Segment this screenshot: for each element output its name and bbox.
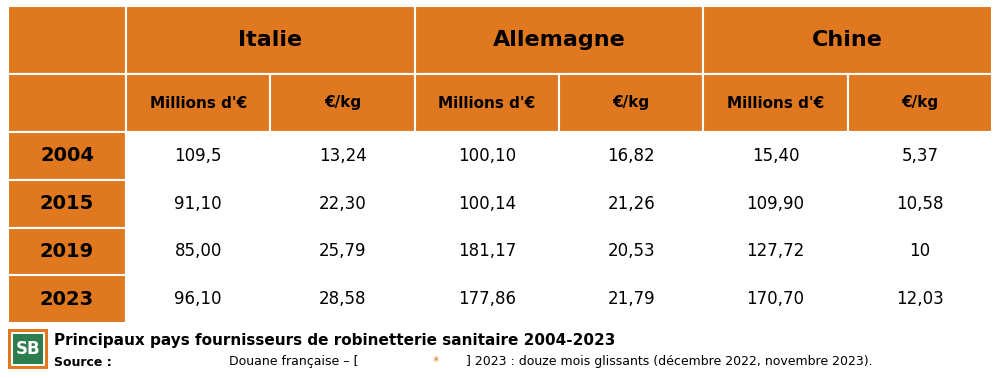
Text: Millions d'€: Millions d'€ xyxy=(727,96,824,110)
Bar xyxy=(8,74,126,132)
Bar xyxy=(559,74,703,132)
Bar xyxy=(559,180,703,228)
Bar xyxy=(270,275,415,323)
Text: *: * xyxy=(433,355,439,369)
Text: 13,24: 13,24 xyxy=(319,147,366,165)
Bar xyxy=(703,180,848,228)
Text: 96,10: 96,10 xyxy=(174,290,222,308)
Text: 2023: 2023 xyxy=(40,290,94,308)
Bar xyxy=(703,6,992,74)
Bar xyxy=(8,228,126,275)
Bar xyxy=(8,180,126,228)
Bar xyxy=(8,132,126,180)
Text: 100,10: 100,10 xyxy=(458,147,516,165)
Text: 10: 10 xyxy=(909,242,930,260)
Text: Millions d'€: Millions d'€ xyxy=(438,96,535,110)
Text: Source :: Source : xyxy=(54,355,112,369)
Text: Allemagne: Allemagne xyxy=(493,30,625,50)
Text: 16,82: 16,82 xyxy=(607,147,655,165)
Bar xyxy=(559,132,703,180)
Text: Principaux pays fournisseurs de robinetterie sanitaire 2004-2023: Principaux pays fournisseurs de robinett… xyxy=(54,333,615,347)
Bar xyxy=(8,329,48,369)
Bar xyxy=(8,6,126,74)
Text: 20,53: 20,53 xyxy=(607,242,655,260)
Text: 12,03: 12,03 xyxy=(896,290,944,308)
Bar xyxy=(126,180,270,228)
Text: 2019: 2019 xyxy=(40,242,94,261)
Bar xyxy=(559,228,703,275)
Text: 2004: 2004 xyxy=(40,146,94,166)
Bar xyxy=(415,74,559,132)
Bar xyxy=(703,275,848,323)
Text: 28,58: 28,58 xyxy=(319,290,366,308)
Bar xyxy=(703,74,848,132)
Bar xyxy=(8,275,126,323)
Text: 5,37: 5,37 xyxy=(901,147,938,165)
Text: 2015: 2015 xyxy=(40,194,94,213)
Bar xyxy=(848,74,992,132)
Bar xyxy=(415,180,559,228)
Bar xyxy=(126,6,415,74)
Bar xyxy=(270,180,415,228)
Text: 109,90: 109,90 xyxy=(746,195,804,212)
Bar xyxy=(415,228,559,275)
Bar xyxy=(848,228,992,275)
Bar xyxy=(703,228,848,275)
Text: 25,79: 25,79 xyxy=(319,242,366,260)
Text: 85,00: 85,00 xyxy=(174,242,222,260)
Text: Italie: Italie xyxy=(238,30,302,50)
Text: 91,10: 91,10 xyxy=(174,195,222,212)
Bar xyxy=(848,180,992,228)
Text: 109,5: 109,5 xyxy=(174,147,222,165)
Text: 177,86: 177,86 xyxy=(458,290,516,308)
Bar xyxy=(126,275,270,323)
Text: €/kg: €/kg xyxy=(901,96,938,110)
Bar xyxy=(415,132,559,180)
Text: Millions d'€: Millions d'€ xyxy=(150,96,247,110)
Bar xyxy=(126,228,270,275)
Text: Douane française – [: Douane française – [ xyxy=(225,355,358,369)
Text: Chine: Chine xyxy=(812,30,883,50)
Bar xyxy=(848,132,992,180)
Text: 10,58: 10,58 xyxy=(896,195,944,212)
Text: 21,79: 21,79 xyxy=(607,290,655,308)
Bar xyxy=(126,74,270,132)
Bar xyxy=(848,275,992,323)
Text: 127,72: 127,72 xyxy=(746,242,805,260)
Text: SB: SB xyxy=(16,340,40,358)
Text: 15,40: 15,40 xyxy=(752,147,799,165)
Text: ] 2023 : douze mois glissants (décembre 2022, novembre 2023).: ] 2023 : douze mois glissants (décembre … xyxy=(466,355,873,369)
Text: €/kg: €/kg xyxy=(324,96,361,110)
Bar xyxy=(126,132,270,180)
Text: €/kg: €/kg xyxy=(613,96,650,110)
Bar xyxy=(270,228,415,275)
Bar xyxy=(559,275,703,323)
Text: 22,30: 22,30 xyxy=(319,195,366,212)
Bar xyxy=(270,132,415,180)
Bar xyxy=(415,275,559,323)
Text: 21,26: 21,26 xyxy=(607,195,655,212)
Bar xyxy=(415,6,703,74)
Bar xyxy=(703,132,848,180)
Bar xyxy=(270,74,415,132)
Text: 181,17: 181,17 xyxy=(458,242,516,260)
Text: 170,70: 170,70 xyxy=(746,290,804,308)
Bar xyxy=(13,334,43,364)
Text: 100,14: 100,14 xyxy=(458,195,516,212)
Bar xyxy=(11,332,45,366)
